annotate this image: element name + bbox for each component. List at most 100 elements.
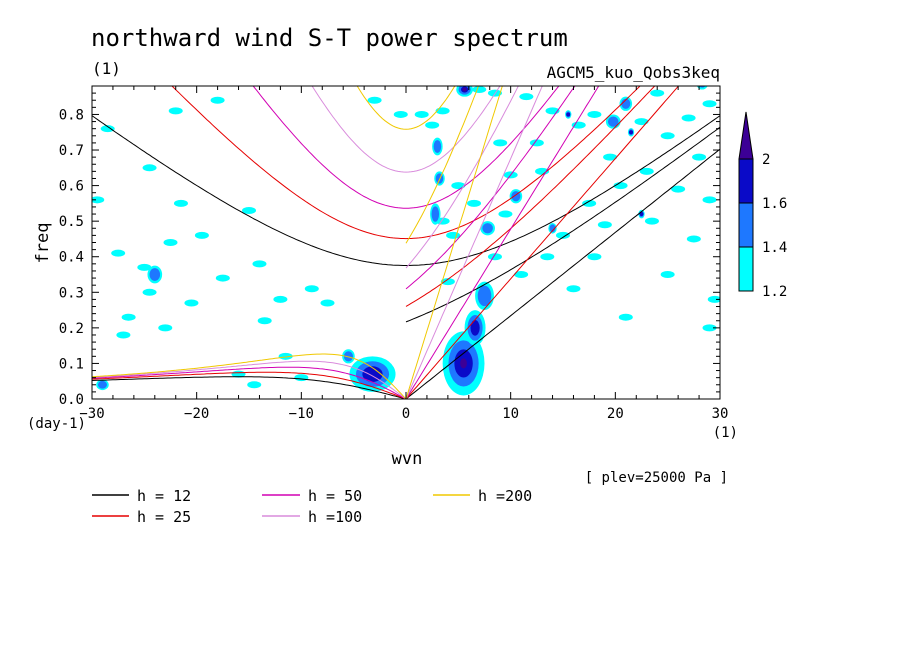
power-patch xyxy=(702,100,717,108)
power-patch xyxy=(603,153,618,161)
legend-item-h100: h =100 xyxy=(262,508,362,526)
x-tick-label: −20 xyxy=(184,406,209,422)
power-patch xyxy=(242,206,256,214)
power-blob xyxy=(431,206,440,222)
power-blob xyxy=(343,351,353,362)
y-tick-label: 0.8 xyxy=(59,107,84,123)
level-note: [ plev=25000 Pa ] xyxy=(585,470,728,486)
power-blob xyxy=(460,358,467,369)
colorbar-arrow xyxy=(738,111,754,160)
x-tick-label: −10 xyxy=(289,406,314,422)
y-tick-label: 0.7 xyxy=(59,143,84,159)
power-patch xyxy=(367,96,382,104)
power-patch xyxy=(686,235,701,243)
power-patch xyxy=(644,217,659,225)
y-tick-label: 0.4 xyxy=(59,250,84,266)
y-tick-label: 0.5 xyxy=(59,214,84,230)
power-patch xyxy=(215,274,230,282)
power-blob xyxy=(549,224,556,233)
dispersion-curves xyxy=(92,86,720,399)
kelvin-curve xyxy=(405,86,600,399)
power-patch xyxy=(446,231,461,239)
x-tick-label: −30 xyxy=(79,406,104,422)
rossby-curve xyxy=(92,366,407,399)
chart-title: northward wind S-T power spectrum xyxy=(91,24,568,52)
power-patch xyxy=(184,299,199,307)
inertia-gravity-curve xyxy=(356,86,456,130)
axes: −30 −20 −10 0 10 20 30 0.0 0.1 0.2 0.3 0.4 0.5 0.6 0.7… xyxy=(59,86,728,422)
power-patch xyxy=(273,295,288,303)
y-tick-label: 0.6 xyxy=(59,179,84,195)
power-patch xyxy=(425,121,440,129)
inertia-gravity-curve xyxy=(171,86,641,240)
colorbar-label: 2 xyxy=(762,152,770,168)
power-patch xyxy=(514,271,529,279)
power-patch xyxy=(472,86,487,94)
power-blob xyxy=(629,130,634,135)
rossby-curve xyxy=(92,376,407,399)
power-blob xyxy=(97,380,107,389)
unit-label: (1) xyxy=(92,59,121,78)
legend-item-h12: h = 12 xyxy=(92,487,191,505)
y-tick-label: 0.1 xyxy=(59,356,84,372)
power-patch xyxy=(194,231,209,239)
power-blob xyxy=(621,98,631,109)
power-patch xyxy=(660,271,675,279)
power-patch xyxy=(650,89,665,97)
power-blob xyxy=(362,366,383,382)
mixed-rossby-gravity-curve xyxy=(405,126,720,323)
power-patch xyxy=(294,374,309,382)
power-patch xyxy=(393,110,408,118)
power-patch xyxy=(121,313,136,321)
rossby-curve xyxy=(92,360,407,399)
power-patch xyxy=(163,239,178,246)
power-patch xyxy=(566,285,581,293)
power-patch xyxy=(571,121,586,129)
power-blob xyxy=(470,320,480,336)
legend-label: h =100 xyxy=(308,508,362,526)
x-unit-label: (1) xyxy=(713,425,738,441)
power-patch xyxy=(498,210,513,218)
power-patch xyxy=(681,114,696,122)
power-patch xyxy=(556,231,570,239)
inertia-gravity-curve xyxy=(252,86,560,209)
kelvin-curve xyxy=(405,86,543,399)
colorbar-label: 1.6 xyxy=(762,196,787,212)
x-tick-label: 10 xyxy=(502,406,519,422)
power-patch xyxy=(304,285,319,293)
legend-item-h25: h = 25 xyxy=(92,508,191,526)
power-blob xyxy=(477,285,492,307)
power-patch xyxy=(540,253,555,261)
colorbar-segment xyxy=(738,158,754,204)
power-patch xyxy=(111,249,126,257)
power-patch xyxy=(440,278,455,286)
colorbar: 1.2 1.4 1.6 2 xyxy=(738,111,787,300)
power-patch xyxy=(707,295,720,303)
legend-item-h50: h = 50 xyxy=(262,487,362,505)
power-patch xyxy=(634,118,649,126)
power-patch xyxy=(597,221,612,229)
power-blob xyxy=(566,112,571,117)
power-patch xyxy=(639,167,654,175)
run-label: AGCM5_kuo_Qobs3keq xyxy=(547,63,720,82)
power-patch xyxy=(582,199,597,207)
legend-label: h =200 xyxy=(478,487,532,505)
power-patch xyxy=(519,93,534,101)
power-patch xyxy=(142,288,157,296)
legend-label: h = 12 xyxy=(137,487,191,505)
power-patch xyxy=(168,107,183,115)
power-patch xyxy=(92,196,105,204)
x-axis-label: wvn xyxy=(392,449,423,469)
mixed-rossby-gravity-curve xyxy=(405,86,656,307)
power-blob xyxy=(607,116,619,127)
mixed-rossby-gravity-curve xyxy=(405,86,576,290)
power-patch xyxy=(587,110,602,118)
inertia-gravity-curve xyxy=(311,86,501,173)
power-patch xyxy=(100,125,115,133)
power-patch xyxy=(252,260,267,268)
power-patch xyxy=(158,324,173,332)
power-patch xyxy=(257,317,272,325)
power-contours xyxy=(92,86,720,396)
y-unit-label: (day-1) xyxy=(27,416,86,432)
legend: h = 12 h = 25 h = 50 h =100 h =200 xyxy=(92,487,532,526)
